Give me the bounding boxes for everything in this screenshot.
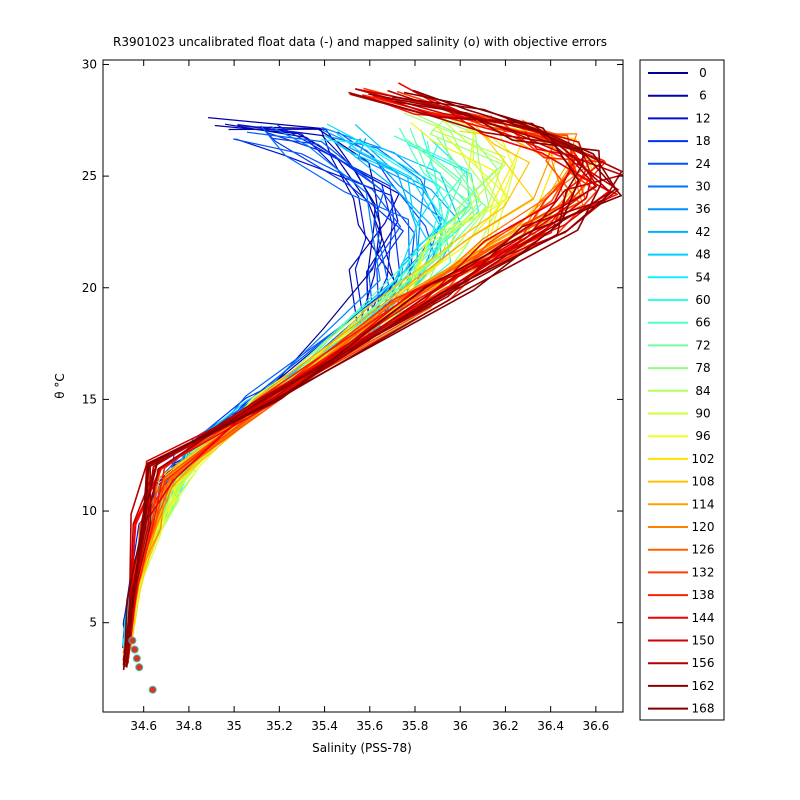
legend-label: 150 bbox=[692, 634, 715, 648]
plot-frame bbox=[102, 59, 624, 713]
legend-label: 66 bbox=[695, 316, 710, 330]
x-tick-label: 35.6 bbox=[356, 719, 383, 733]
mapped-salinity-point bbox=[128, 636, 137, 645]
x-tick-label: 35.4 bbox=[311, 719, 338, 733]
profile-line bbox=[125, 91, 612, 663]
legend-label: 90 bbox=[695, 407, 710, 421]
legend-label: 126 bbox=[692, 543, 715, 557]
profile-line bbox=[130, 116, 530, 651]
legend-label: 120 bbox=[692, 520, 715, 534]
legend-label: 36 bbox=[695, 202, 710, 216]
legend-label: 18 bbox=[695, 134, 710, 148]
y-tick-label: 20 bbox=[82, 281, 97, 295]
profile-line bbox=[125, 121, 507, 652]
profile-line bbox=[125, 89, 597, 667]
y-axis-ticks: 5 10 15 20 25 30 bbox=[82, 57, 623, 630]
x-tick-label: 35 bbox=[226, 719, 241, 733]
legend-label: 156 bbox=[692, 656, 715, 670]
x-axis-ticks: 34.6 34.8 35 35.2 35.4 35.6 35.8 36 36.2 36.4 36.6 bbox=[130, 60, 609, 733]
x-tick-label: 35.2 bbox=[266, 719, 293, 733]
x-tick-label: 34.6 bbox=[130, 719, 157, 733]
x-tick-label: 36 bbox=[453, 719, 468, 733]
legend-label: 108 bbox=[692, 475, 715, 489]
x-tick-label: 36.4 bbox=[537, 719, 564, 733]
profile-line bbox=[122, 100, 602, 671]
legend: 0 6 12 18 24 30 36 42 48 54 60 66 72 78 84 90 96 102 108 11… bbox=[648, 66, 714, 716]
chart-title: R3901023 uncalibrated float data (-) and… bbox=[113, 35, 607, 49]
y-tick-label: 5 bbox=[89, 616, 97, 630]
legend-label: 60 bbox=[695, 293, 710, 307]
y-axis-label: θ °C bbox=[53, 373, 67, 399]
y-tick-label: 30 bbox=[82, 57, 97, 71]
profile-line bbox=[123, 91, 580, 668]
legend-label: 24 bbox=[695, 157, 710, 171]
legend-label: 78 bbox=[695, 361, 710, 375]
legend-label: 162 bbox=[692, 679, 715, 693]
legend-label: 54 bbox=[695, 270, 710, 284]
mapped-salinity-point bbox=[148, 685, 157, 694]
y-tick-label: 25 bbox=[82, 169, 97, 183]
legend-label: 168 bbox=[692, 702, 715, 716]
y-tick-label: 15 bbox=[82, 392, 97, 406]
mapped-salinity-point bbox=[132, 654, 141, 663]
x-axis-label: Salinity (PSS-78) bbox=[312, 741, 412, 755]
legend-label: 48 bbox=[695, 248, 710, 262]
legend-label: 0 bbox=[699, 66, 707, 80]
mapped-salinity-point bbox=[135, 663, 144, 672]
legend-label: 114 bbox=[692, 497, 715, 511]
x-tick-label: 36.6 bbox=[583, 719, 610, 733]
x-tick-label: 34.8 bbox=[176, 719, 203, 733]
x-tick-label: 35.8 bbox=[402, 719, 429, 733]
mapped-salinity-point bbox=[130, 645, 139, 654]
legend-label: 132 bbox=[692, 565, 715, 579]
profile-line bbox=[127, 88, 623, 664]
y-tick-label: 10 bbox=[82, 504, 97, 518]
legend-label: 144 bbox=[692, 611, 715, 625]
legend-label: 84 bbox=[695, 384, 710, 398]
legend-label: 12 bbox=[695, 111, 710, 125]
x-tick-label: 36.2 bbox=[492, 719, 519, 733]
legend-label: 96 bbox=[695, 429, 710, 443]
legend-label: 138 bbox=[692, 588, 715, 602]
profile-line bbox=[123, 93, 584, 663]
legend-label: 30 bbox=[695, 180, 710, 194]
legend-label: 6 bbox=[699, 89, 707, 103]
legend-label: 42 bbox=[695, 225, 710, 239]
profile-lines bbox=[121, 82, 623, 671]
profile-line bbox=[124, 82, 610, 661]
mapped-salinity-points bbox=[128, 636, 157, 694]
legend-label: 72 bbox=[695, 338, 710, 352]
legend-label: 102 bbox=[692, 452, 715, 466]
